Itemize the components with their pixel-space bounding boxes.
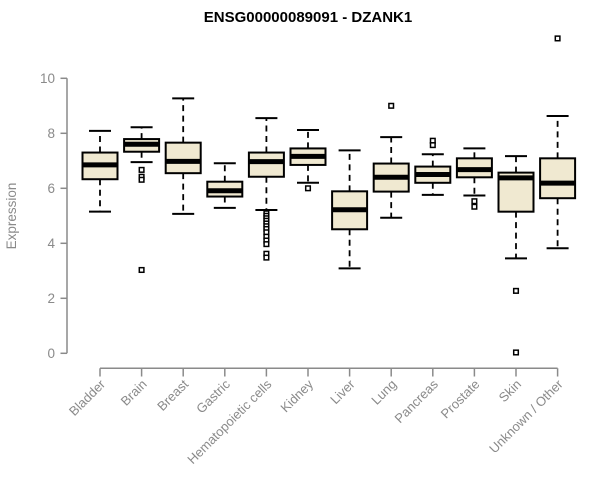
- outlier-point: [512, 349, 520, 356]
- box-group-gastric: [206, 162, 244, 209]
- box-rect: [539, 157, 577, 200]
- outlier-point: [263, 241, 270, 248]
- outlier-point: [554, 35, 561, 42]
- box-rect: [247, 151, 285, 178]
- box-rect: [164, 141, 202, 175]
- category-label-kidney: Kidney: [277, 376, 316, 415]
- outlier-point: [138, 176, 145, 183]
- y-tick-label: 8: [47, 126, 55, 141]
- category-label-brain: Brain: [118, 377, 150, 409]
- box-group-unknown-other: [539, 35, 577, 250]
- box-group-prostate: [455, 147, 493, 210]
- outlier-point: [512, 287, 520, 294]
- outlier-point: [304, 185, 312, 192]
- box-group-bladder: [81, 129, 119, 213]
- category-label-prostate: Prostate: [438, 377, 483, 422]
- y-tick-label: 2: [47, 291, 55, 306]
- box-group-breast: [164, 97, 202, 215]
- outlier-point: [471, 203, 478, 210]
- category-label-liver: Liver: [327, 376, 358, 407]
- box-group-brain: [123, 126, 161, 274]
- category-label-breast: Breast: [154, 376, 191, 413]
- outlier-point: [388, 102, 395, 109]
- y-tick-label: 0: [47, 346, 55, 361]
- outlier-point: [138, 266, 145, 274]
- box-group-hematopoietic-cells: [247, 117, 285, 261]
- y-axis-title: Expression: [4, 183, 19, 250]
- outlier-point: [471, 198, 478, 205]
- chart-title: ENSG00000089091 - DZANK1: [204, 9, 412, 26]
- box-group-skin: [497, 155, 535, 356]
- category-label-unknown-other: Unknown / Other: [486, 376, 566, 456]
- category-label-lung: Lung: [368, 377, 399, 408]
- y-tick-label: 6: [47, 181, 55, 196]
- box-group-kidney: [289, 129, 327, 192]
- y-tick-label: 10: [40, 71, 55, 86]
- box-group-liver: [331, 149, 369, 270]
- category-label-bladder: Bladder: [66, 376, 109, 419]
- box-group-pancreas: [414, 137, 452, 196]
- outlier-point: [429, 142, 436, 149]
- outlier-point: [263, 254, 270, 261]
- category-label-pancreas: Pancreas: [391, 376, 441, 426]
- y-tick-label: 4: [47, 236, 55, 251]
- outlier-point: [138, 166, 145, 173]
- category-label-gastric: Gastric: [193, 376, 233, 416]
- box-group-lung: [372, 102, 410, 219]
- category-label-skin: Skin: [496, 377, 524, 405]
